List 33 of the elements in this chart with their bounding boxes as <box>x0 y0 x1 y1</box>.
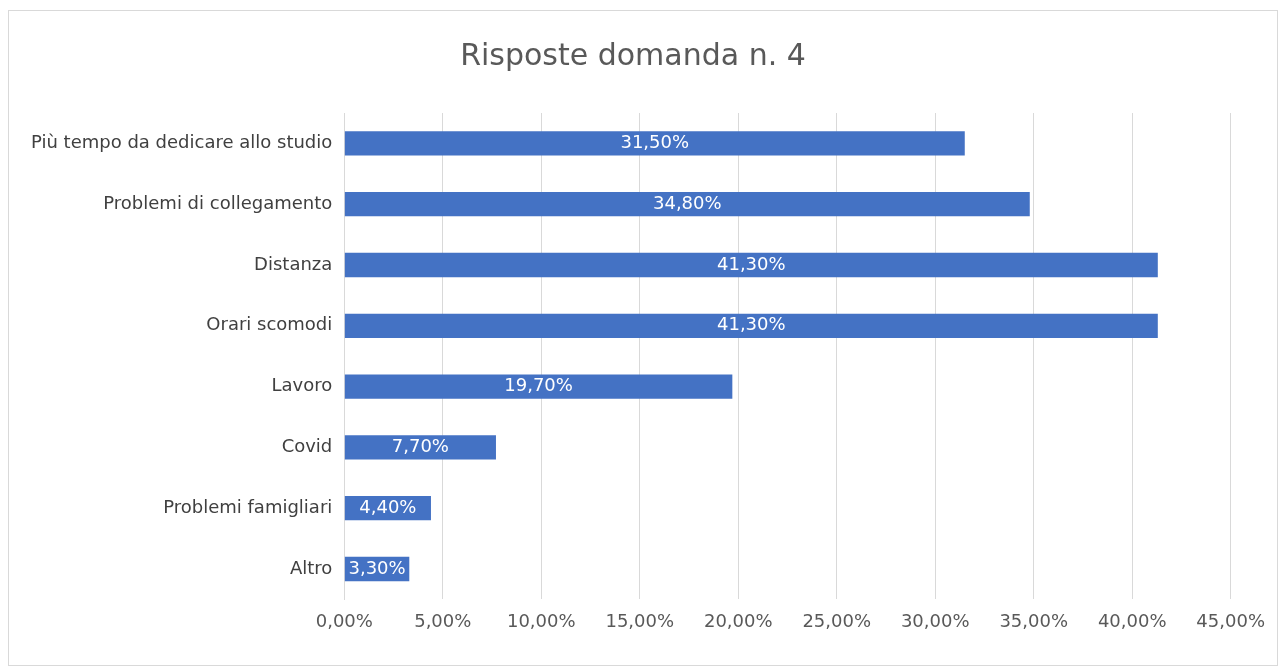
bar <box>344 313 1158 338</box>
x-tick-label: 25,00% <box>802 609 872 631</box>
data-label: 7,70% <box>391 435 449 457</box>
x-tick-label: 45,00% <box>1196 609 1265 631</box>
bar <box>344 435 496 460</box>
data-label: 34,80% <box>652 191 722 213</box>
y-tick-label: Altro <box>289 556 333 578</box>
data-label: 19,70% <box>504 374 573 396</box>
y-tick-label: Problemi famigliari <box>163 495 333 517</box>
y-tick-label: Più tempo da dedicare allo studio <box>30 131 333 153</box>
x-tick-label: 5,00% <box>414 609 472 631</box>
data-label: 3,30% <box>348 556 406 578</box>
data-label: 41,30% <box>716 313 786 335</box>
x-tick-label: 30,00% <box>900 609 970 631</box>
bar <box>344 131 965 156</box>
y-tick-label: Distanza <box>254 252 333 274</box>
bar <box>344 374 733 399</box>
bar <box>344 252 1158 278</box>
x-tick-label: 40,00% <box>1097 609 1167 631</box>
chart-title: Risposte domanda n. 4 <box>460 36 806 72</box>
y-tick-label: Covid <box>281 435 333 457</box>
y-tick-label: Lavoro <box>271 374 333 396</box>
y-tick-label: Orari scomodi <box>206 313 333 335</box>
x-tick-label: 0,00% <box>315 609 373 631</box>
data-label: 4,40% <box>359 495 417 517</box>
x-tick-label: 35,00% <box>999 609 1069 631</box>
x-tick-label: 15,00% <box>605 609 675 631</box>
x-tick-label: 10,00% <box>506 609 576 631</box>
x-tick-label: 20,00% <box>703 609 773 631</box>
data-label: 41,30% <box>716 252 786 274</box>
bar <box>344 192 1030 217</box>
y-tick-label: Problemi di collegamento <box>103 191 333 213</box>
data-label: 31,50% <box>620 131 690 153</box>
